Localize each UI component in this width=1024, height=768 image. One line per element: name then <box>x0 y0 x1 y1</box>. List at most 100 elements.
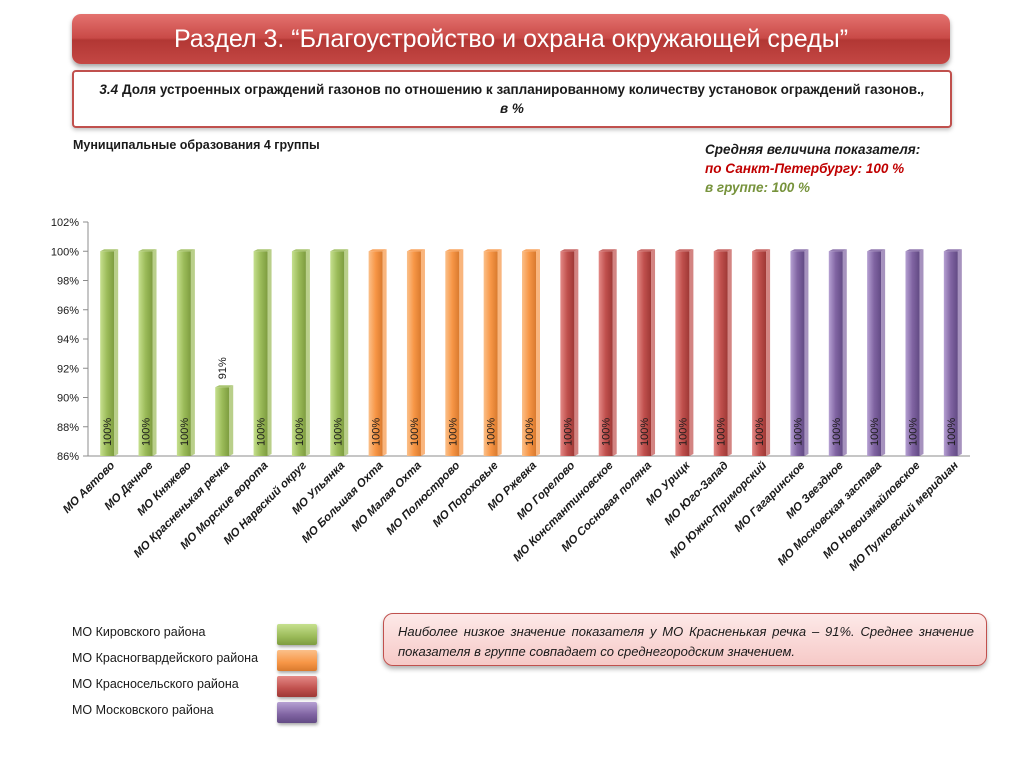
bar-top <box>637 249 656 252</box>
average-title: Средняя величина показателя: <box>705 142 921 157</box>
bar-top <box>445 249 464 252</box>
data-label: 100% <box>639 418 651 446</box>
y-tick-label: 96% <box>57 305 79 317</box>
legend-swatch <box>277 650 317 671</box>
average-group: в группе: 100 % <box>705 180 811 195</box>
bar-side <box>689 249 694 456</box>
bar-side <box>766 249 771 456</box>
bar-top <box>790 249 809 252</box>
average-spb: по Санкт-Петербургу: 100 % <box>705 161 905 176</box>
data-label: 100% <box>677 418 689 446</box>
bar-top <box>368 249 387 252</box>
bar-top <box>330 249 349 252</box>
bar-side <box>305 249 310 456</box>
data-label: 91% <box>217 357 229 379</box>
bar-top <box>100 249 119 252</box>
legend-item-krasnogvardeysky: МО Красногвардейского района <box>72 648 322 674</box>
y-tick-label: 100% <box>51 246 79 258</box>
data-label: 100% <box>141 418 153 446</box>
bar <box>253 251 268 456</box>
y-tick-label: 102% <box>51 217 79 229</box>
data-label: 100% <box>869 418 881 446</box>
bar-top <box>560 249 579 252</box>
bar-top <box>176 249 195 252</box>
bar-top <box>828 249 847 252</box>
legend-label: МО Кировского района <box>72 625 206 639</box>
data-label: 100% <box>332 418 344 446</box>
bar-top <box>752 249 771 252</box>
category-label: МО Малая Охта <box>350 459 425 534</box>
bar-top <box>253 249 272 252</box>
bar-side <box>344 249 349 456</box>
bar <box>598 251 613 456</box>
conclusion-note: Наиболее низкое значение показателя у МО… <box>383 613 987 666</box>
data-label: 100% <box>754 418 766 446</box>
y-tick-label: 98% <box>57 276 79 288</box>
bar-side <box>574 249 579 456</box>
data-label: 100% <box>409 418 421 446</box>
data-label: 100% <box>256 418 268 446</box>
bar-side <box>459 249 464 456</box>
data-label: 100% <box>102 418 114 446</box>
bar-top <box>522 249 540 252</box>
category-label: МО Гагаринское <box>733 459 808 534</box>
bar-top <box>291 249 310 252</box>
bar-chart: 86% 88% 90% 92% 94% 96% 98% 100% 102% 100%МО Авт… <box>51 217 970 573</box>
bar <box>637 251 652 456</box>
bar-side <box>612 249 617 456</box>
y-tick-label: 90% <box>57 393 79 405</box>
bar <box>176 251 191 456</box>
legend-label: МО Красносельского района <box>72 677 239 691</box>
axes: 86% 88% 90% 92% 94% 96% 98% 100% 102% <box>51 217 970 463</box>
bar <box>406 251 421 456</box>
bar-side <box>804 249 809 456</box>
bar <box>713 251 728 456</box>
bar <box>483 251 498 456</box>
data-label: 100% <box>371 418 383 446</box>
data-label: 100% <box>831 418 843 446</box>
bar <box>522 251 536 456</box>
data-label: 100% <box>907 418 919 446</box>
indicator-unit: , в % <box>500 82 925 116</box>
bar <box>330 251 345 456</box>
bar-side <box>267 249 272 456</box>
bar-side <box>881 249 886 456</box>
data-label: 100% <box>294 418 306 446</box>
bar-top <box>215 385 234 388</box>
bar <box>445 251 460 456</box>
bar-side <box>152 249 157 456</box>
bar-side <box>651 249 656 456</box>
bar-top <box>483 249 502 252</box>
data-label: 100% <box>486 418 498 446</box>
bar-top <box>943 249 962 252</box>
legend: МО Кировского района МО Красногвардейско… <box>72 622 322 726</box>
bar-side <box>957 249 962 456</box>
group-label: Муниципальные образования 4 группы <box>73 138 320 152</box>
bar-side <box>727 249 732 456</box>
bar-side <box>842 249 847 456</box>
bar <box>905 251 920 456</box>
bar-top <box>675 249 694 252</box>
data-label: 100% <box>562 418 574 446</box>
legend-swatch <box>277 624 317 645</box>
section-title-banner: Раздел 3. “Благоустройство и охрана окру… <box>72 14 950 64</box>
data-label: 100% <box>601 418 613 446</box>
bar-side <box>190 249 195 456</box>
data-label: 100% <box>716 418 728 446</box>
indicator-number: 3.4 <box>99 82 119 97</box>
legend-item-kirovsky: МО Кировского района <box>72 622 322 648</box>
bar-top <box>598 249 617 252</box>
bar-top <box>905 249 924 252</box>
bar-top <box>867 249 886 252</box>
legend-swatch <box>277 676 317 697</box>
bar-side <box>420 249 425 456</box>
bar-side <box>382 249 387 456</box>
bars <box>100 249 962 456</box>
bar <box>867 251 882 456</box>
bar-top <box>138 249 157 252</box>
data-label: 100% <box>792 418 804 446</box>
bar-side <box>114 249 119 456</box>
legend-label: МО Московского района <box>72 703 214 717</box>
data-label: 100% <box>447 418 459 446</box>
